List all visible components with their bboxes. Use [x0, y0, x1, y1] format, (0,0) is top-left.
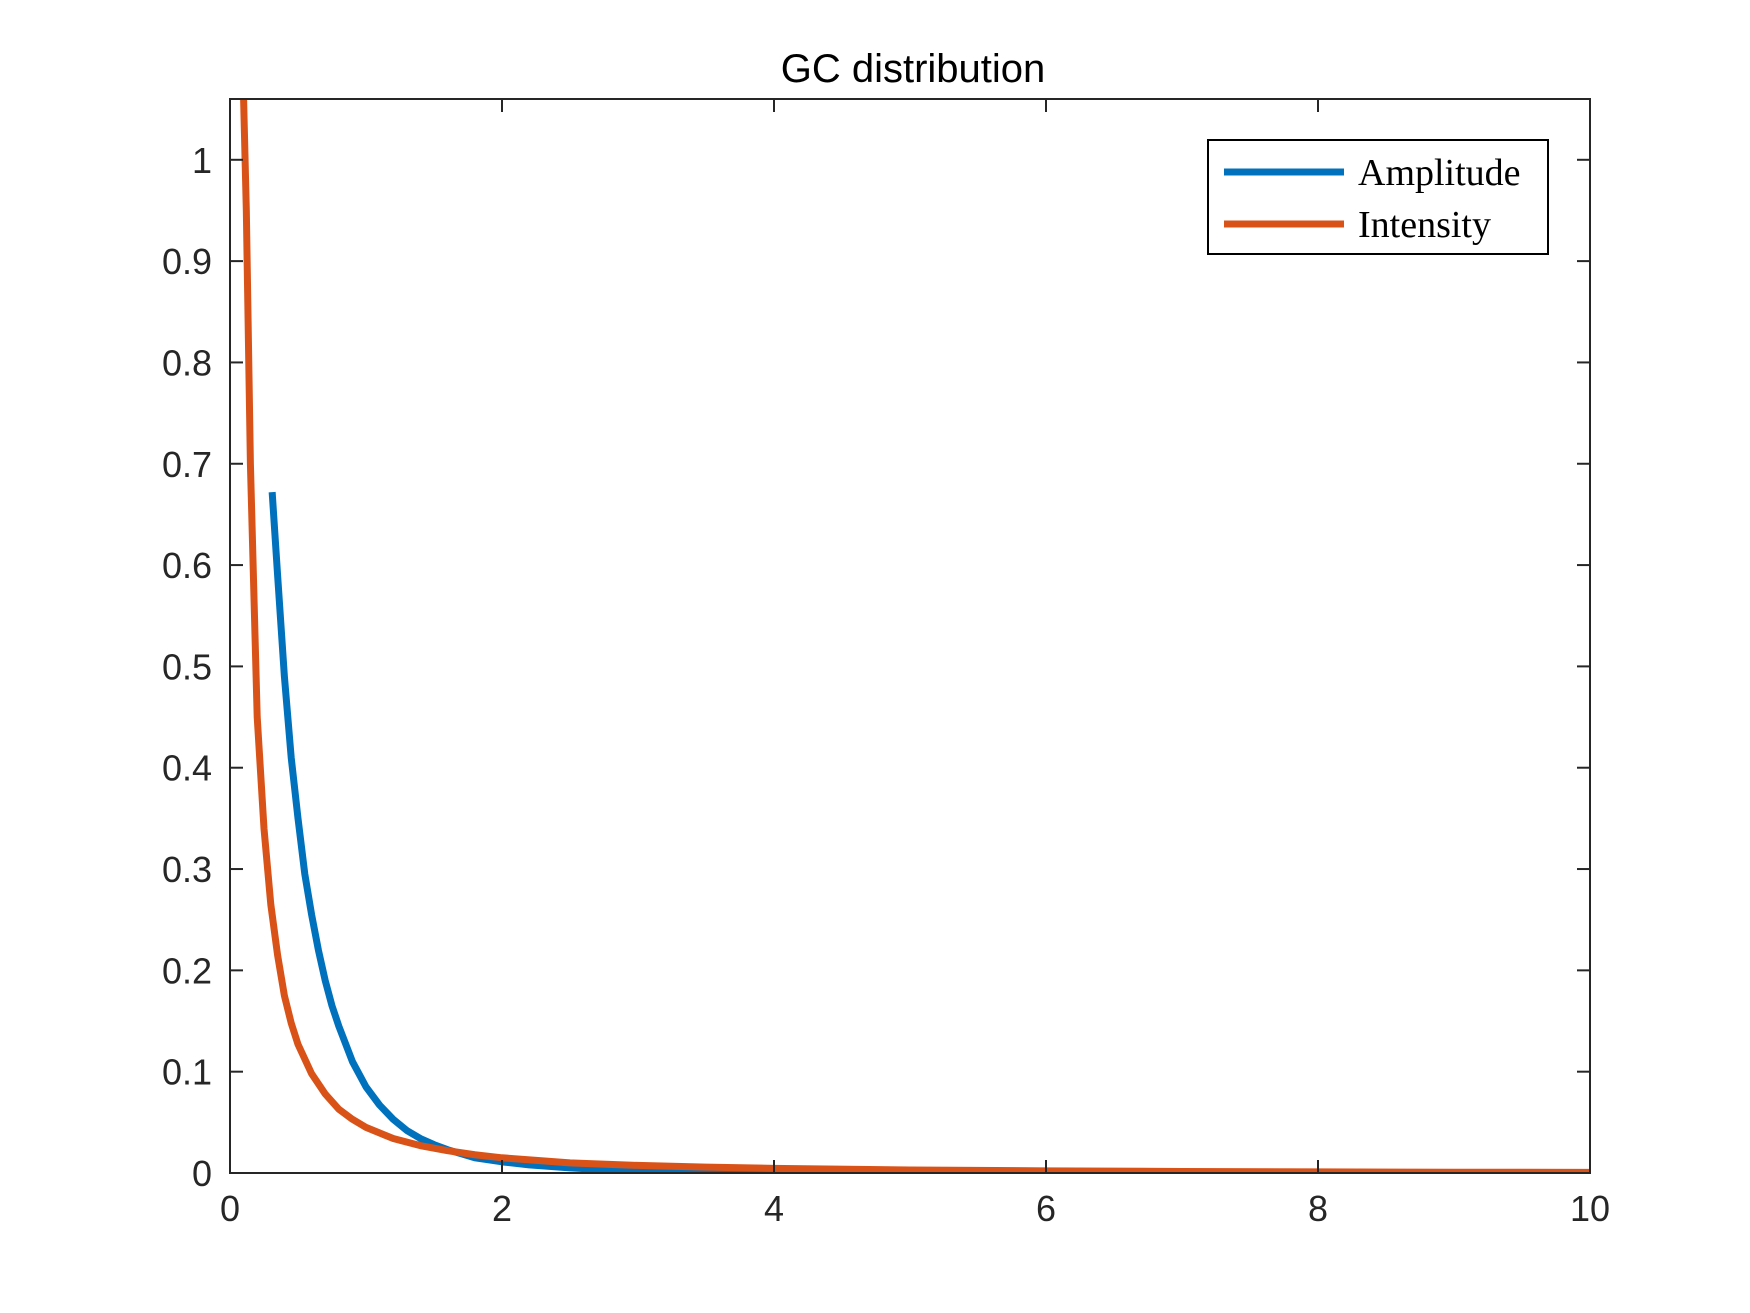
y-tick-label: 0.8	[162, 342, 212, 383]
y-tick-label: 0.1	[162, 1052, 212, 1093]
legend-label-intensity: Intensity	[1358, 204, 1491, 246]
x-tick-label: 8	[1308, 1188, 1328, 1229]
series-line-intensity	[240, 99, 1590, 1173]
y-tick-label: 0.9	[162, 241, 212, 282]
axes-box	[229, 98, 1591, 1174]
x-tick-label: 4	[764, 1188, 784, 1229]
y-tick-label: 0.5	[162, 646, 212, 687]
x-tick-label: 10	[1570, 1188, 1610, 1229]
chart-title: GC distribution	[781, 47, 1046, 91]
y-tick-label: 0.2	[162, 950, 212, 991]
legend: Amplitude Intensity	[1207, 139, 1549, 255]
y-tick-label: 0.7	[162, 444, 212, 485]
y-tick-label: 0.3	[162, 849, 212, 890]
y-tick-label: 0.6	[162, 545, 212, 586]
x-tick-label: 0	[220, 1188, 240, 1229]
y-tick-label: 1	[192, 140, 212, 181]
x-tick-label: 6	[1036, 1188, 1056, 1229]
legend-box	[1207, 139, 1549, 255]
y-tick-label: 0.4	[162, 748, 212, 789]
axes: 0 2 4 6 8 10 0 0.1 0.2 0.3 0.4 0.5 0.6 0.7 0.8 0.9 1	[162, 98, 1610, 1229]
x-tick-label: 2	[492, 1188, 512, 1229]
legend-label-amplitude: Amplitude	[1358, 152, 1521, 194]
y-tick-label: 0	[192, 1153, 212, 1194]
